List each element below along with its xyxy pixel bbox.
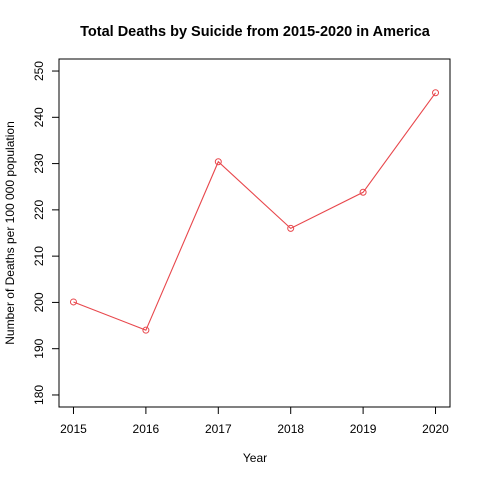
x-tick-label: 2015 — [60, 422, 87, 436]
data-point — [69, 298, 77, 306]
x-tick-label: 2020 — [422, 422, 449, 436]
data-point — [142, 326, 150, 334]
x-tick-label: 2017 — [205, 422, 232, 436]
series-line — [73, 92, 436, 331]
y-tick-label: 240 — [32, 107, 46, 127]
data-point — [214, 158, 222, 166]
data-point — [287, 224, 295, 232]
x-tick-label: 2018 — [277, 422, 304, 436]
y-tick-label: 200 — [32, 292, 46, 312]
data-point — [359, 188, 367, 196]
x-axis-label: Year — [243, 451, 267, 465]
y-axis: 180 190 200 210 220 230 240 250 — [32, 61, 60, 405]
y-axis-label: Number of Deaths per 100 000 population — [3, 121, 17, 344]
x-tick-label: 2019 — [350, 422, 377, 436]
y-tick-label: 190 — [32, 338, 46, 358]
x-axis: 2015 2016 2017 2018 2019 2020 — [60, 406, 449, 436]
y-tick-label: 180 — [32, 385, 46, 405]
y-tick-label: 250 — [32, 61, 46, 81]
y-tick-label: 230 — [32, 153, 46, 173]
x-tick-label: 2016 — [133, 422, 160, 436]
plot-frame — [58, 58, 451, 408]
series-layer — [69, 89, 440, 334]
y-tick-label: 220 — [32, 200, 46, 220]
y-tick-label: 210 — [32, 246, 46, 266]
chart-title: Total Deaths by Suicide from 2015-2020 i… — [80, 24, 431, 40]
data-point — [432, 89, 440, 97]
